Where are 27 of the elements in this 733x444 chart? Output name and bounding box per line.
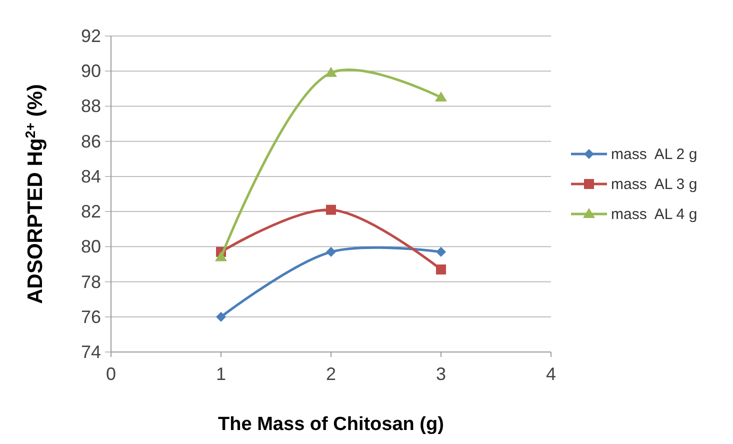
x-tick-label: 4: [546, 364, 556, 384]
y-tick-label: 78: [80, 272, 101, 292]
y-tick-label: 88: [80, 96, 101, 116]
x-axis-title: The Mass of Chitosan (g): [218, 414, 444, 435]
y-tick-label: 86: [80, 131, 101, 152]
legend-label: mass AL 4 g: [611, 206, 698, 223]
point: [215, 251, 227, 262]
point: [326, 246, 336, 257]
x-tick-label: 0: [106, 364, 116, 384]
x-tick-label: 2: [326, 364, 336, 384]
x-tick-label: 3: [436, 364, 446, 384]
legend-label: mass AL 3 g: [611, 176, 698, 193]
y-tick-label: 92: [80, 26, 101, 46]
point: [435, 91, 447, 102]
point: [216, 312, 226, 322]
x-tick-label: 1: [216, 364, 226, 384]
point: [325, 66, 337, 77]
point: [326, 204, 336, 215]
point: [436, 264, 446, 274]
y-tick-label: 82: [80, 202, 101, 222]
point: [436, 246, 446, 257]
y-tick-label: 90: [80, 61, 101, 82]
y-tick-label: 74: [80, 342, 101, 362]
y-tick-label: 76: [80, 306, 101, 327]
y-tick-label: 80: [80, 236, 101, 257]
legend-label: mass AL 2 g: [611, 146, 698, 163]
y-tick-label: 84: [80, 166, 101, 186]
